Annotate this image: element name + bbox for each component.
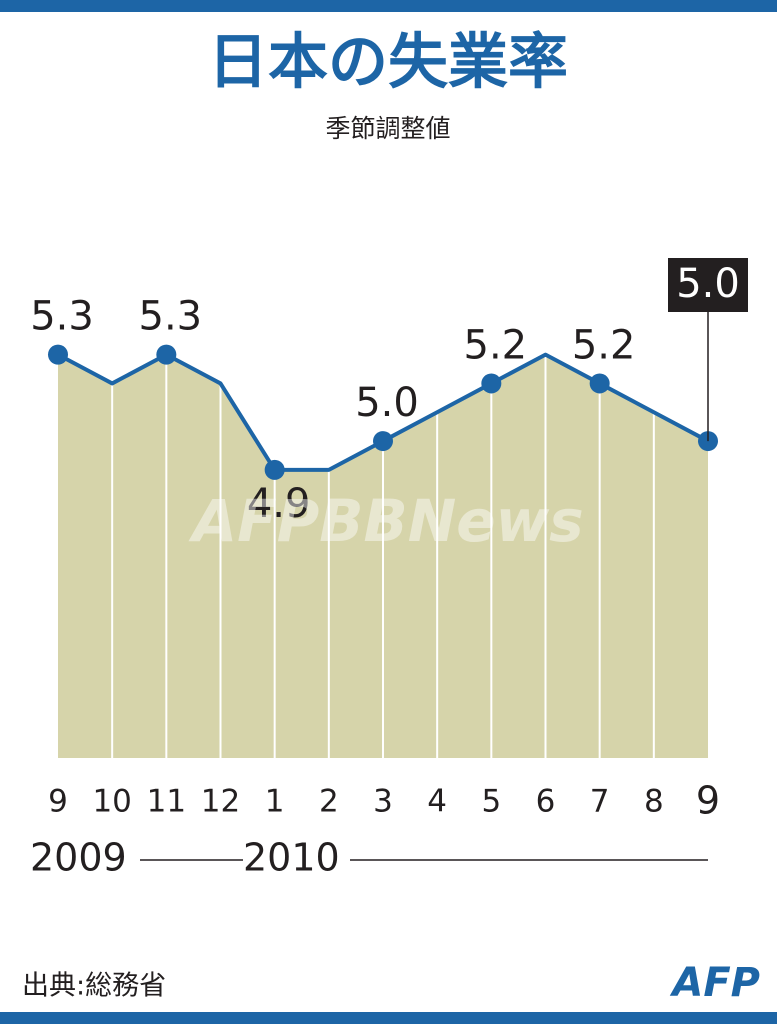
- source: 出典:総務省: [22, 971, 166, 1002]
- x-tick-label: 9: [696, 779, 720, 823]
- point: [373, 431, 393, 452]
- x-tick-label: 10: [92, 784, 131, 820]
- value-label: 4.9: [247, 481, 311, 527]
- bottom-bar: [0, 1012, 777, 1024]
- x-tick-label: 4: [427, 784, 447, 820]
- value-label: 5.0: [355, 380, 419, 426]
- value-label: 5.2: [464, 322, 528, 368]
- value-label: 5.2: [572, 322, 636, 368]
- point: [156, 344, 177, 365]
- x-tick-label: 8: [644, 784, 664, 820]
- value-label: 5.0: [676, 261, 740, 307]
- chart-subtitle: 季節調整値: [325, 114, 450, 143]
- value-label: 5.3: [30, 294, 94, 340]
- x-tick-label: 7: [590, 784, 610, 820]
- callout-box: [668, 258, 748, 312]
- logo: AFP: [669, 960, 760, 1006]
- watermark: AFPBBNews: [188, 487, 583, 555]
- x-tick-label: 11: [147, 784, 186, 820]
- x-tick-label: 5: [481, 784, 501, 820]
- x-tick-label: 6: [536, 784, 556, 820]
- plot: 5.3 5.3 4.9 5.0 5.2 5.2 5.0: [30, 258, 748, 758]
- x-tick-label: 1: [265, 784, 285, 820]
- x-tick-label: 12: [201, 784, 240, 820]
- year-label: 2009: [30, 836, 127, 880]
- point: [589, 373, 610, 394]
- value-label: 5.3: [139, 294, 203, 340]
- x-tick-label: 2: [319, 784, 339, 820]
- point: [264, 459, 285, 480]
- point: [481, 373, 502, 394]
- chart-title: 日本の失業率: [208, 28, 568, 98]
- x-tick-label: 3: [373, 784, 393, 820]
- point: [48, 344, 68, 365]
- x-tick-label: 9: [48, 784, 68, 820]
- top-bar: [0, 0, 777, 12]
- year-label: 2010: [243, 836, 340, 880]
